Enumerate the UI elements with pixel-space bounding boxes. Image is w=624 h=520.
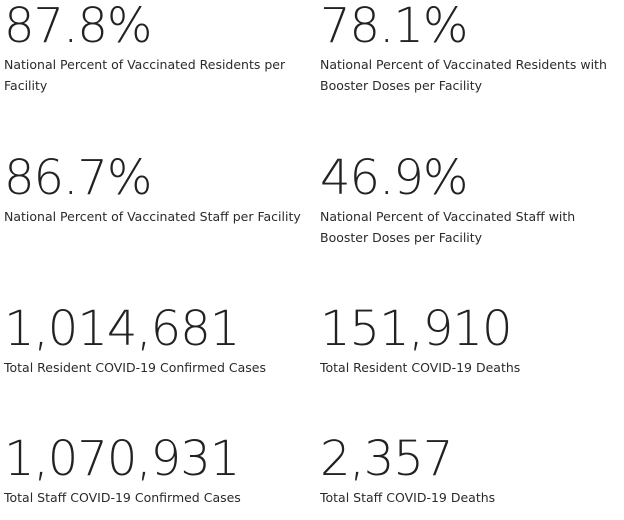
stat-label: Total Resident COVID-19 Confirmed Cases <box>4 360 266 375</box>
stat-vaccinated-residents-booster: 78.1% National Percent of Vaccinated Res… <box>320 2 620 96</box>
stat-label: Total Resident COVID-19 Deaths <box>320 360 521 375</box>
stat-value: 151,910 <box>320 301 513 357</box>
stat-staff-cases: 1,070,931 Total Staff COVID-19 Confirmed… <box>4 435 304 508</box>
stat-staff-deaths: 2,357 Total Staff COVID-19 Deaths <box>320 435 620 508</box>
stat-value: 1,070,931 <box>4 431 240 487</box>
stat-label: National Percent of Vaccinated Residents… <box>320 57 607 93</box>
stat-value: 46.9% <box>320 150 468 206</box>
stat-resident-cases: 1,014,681 Total Resident COVID-19 Confir… <box>4 305 304 378</box>
stat-label: National Percent of Vaccinated Residents… <box>4 57 286 93</box>
stat-label: Total Staff COVID-19 Deaths <box>320 490 496 505</box>
stat-value: 86.7% <box>4 150 152 206</box>
stat-vaccinated-staff-booster: 46.9% National Percent of Vaccinated Sta… <box>320 154 624 248</box>
stat-label: National Percent of Vaccinated Staff per… <box>4 209 301 224</box>
stat-value: 87.8% <box>4 0 152 54</box>
stat-vaccinated-staff: 86.7% National Percent of Vaccinated Sta… <box>4 154 304 227</box>
stat-value: 78.1% <box>320 0 468 54</box>
stat-value: 1,014,681 <box>4 301 240 357</box>
stat-value: 2,357 <box>320 431 453 487</box>
stat-label: National Percent of Vaccinated Staff wit… <box>320 209 576 245</box>
stat-vaccinated-residents: 87.8% National Percent of Vaccinated Res… <box>4 2 304 96</box>
stat-resident-deaths: 151,910 Total Resident COVID-19 Deaths <box>320 305 620 378</box>
stat-label: Total Staff COVID-19 Confirmed Cases <box>4 490 241 505</box>
